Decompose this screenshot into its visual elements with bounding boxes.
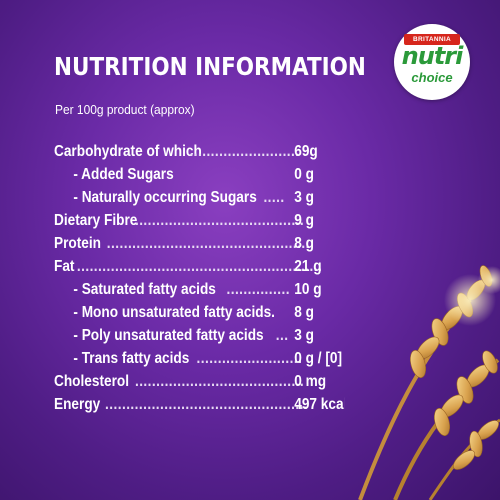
row-value: 0 mg (294, 373, 327, 390)
row-value: 21 g (294, 258, 322, 275)
row-label: Dietary Fibre (54, 212, 138, 229)
row-value: 3 g (294, 189, 314, 206)
row-saturated-fat: - Saturated fatty acids ............... … (54, 278, 344, 301)
row-label: Carbohydrate of which (54, 143, 202, 160)
row-trans-fat: - Trans fatty acids ....................… (54, 347, 344, 370)
row-value: 0 g (294, 166, 314, 183)
logo-word-choice: choice (411, 70, 453, 85)
brand-label: BRITANNIA (404, 34, 460, 45)
logo-word-nutri: nutri (401, 42, 464, 70)
leader-dots: .......................... (189, 143, 300, 160)
row-fat: Fat ....................................… (54, 255, 344, 278)
row-poly-unsaturated-fat: - Poly unsaturated fatty acids ... 3 g (54, 324, 344, 347)
row-value: 8 g (294, 304, 314, 321)
nutri-choice-logo: BRITANNIA nutri choice (394, 24, 470, 100)
row-label: Energy (54, 396, 101, 413)
row-label: - Trans fatty acids (73, 350, 190, 367)
row-energy: Energy .................................… (54, 393, 344, 416)
row-value: 69g (294, 143, 318, 160)
leader-dots: ..... (263, 189, 285, 206)
leader-dots: ......................... (196, 350, 303, 367)
row-natural-sugars: - Naturally occurring Sugars ..... 3 g (54, 186, 344, 209)
row-value: 9 g (294, 212, 314, 229)
row-value: 3 g (294, 327, 314, 344)
row-value: 497 kcal (294, 396, 345, 413)
row-dietary-fibre: Dietary Fibre ..........................… (54, 209, 344, 232)
leader-dots: ........................................… (106, 235, 310, 252)
row-label: - Added Sugars (73, 166, 174, 183)
row-mono-unsaturated-fat: - Mono unsaturated fatty acids. 8 g (54, 301, 344, 324)
nutrition-table: Carbohydrate of which ..................… (54, 140, 344, 416)
row-added-sugars: - Added Sugars 0 g (54, 163, 344, 186)
row-label: - Poly unsaturated fatty acids (73, 327, 264, 344)
row-value: 8 g (294, 235, 314, 252)
row-label: Fat (54, 258, 75, 275)
row-label: - Naturally occurring Sugars (73, 189, 257, 206)
leader-dots: ........................................… (105, 396, 309, 413)
leader-dots: ........................................ (134, 373, 305, 390)
leader-dots: ... (275, 327, 289, 344)
page-title: NUTRITION INFORMATION (54, 52, 366, 81)
row-protein: Protein ................................… (54, 232, 344, 255)
leader-dots: ........................................ (134, 212, 305, 229)
leader-dots: ........................................… (76, 258, 323, 275)
row-cholesterol: Cholesterol ............................… (54, 370, 344, 393)
row-label: - Saturated fatty acids (73, 281, 216, 298)
leader-dots: ............... (226, 281, 290, 298)
row-carbohydrate: Carbohydrate of which ..................… (54, 140, 344, 163)
serving-basis: Per 100g product (approx) (55, 102, 195, 117)
row-label: - Mono unsaturated fatty acids. (73, 304, 275, 321)
row-value: 10 g (294, 281, 322, 298)
row-value: 0 g / [0] (294, 350, 342, 367)
row-label: Protein (54, 235, 101, 252)
row-label: Cholesterol (54, 373, 130, 390)
